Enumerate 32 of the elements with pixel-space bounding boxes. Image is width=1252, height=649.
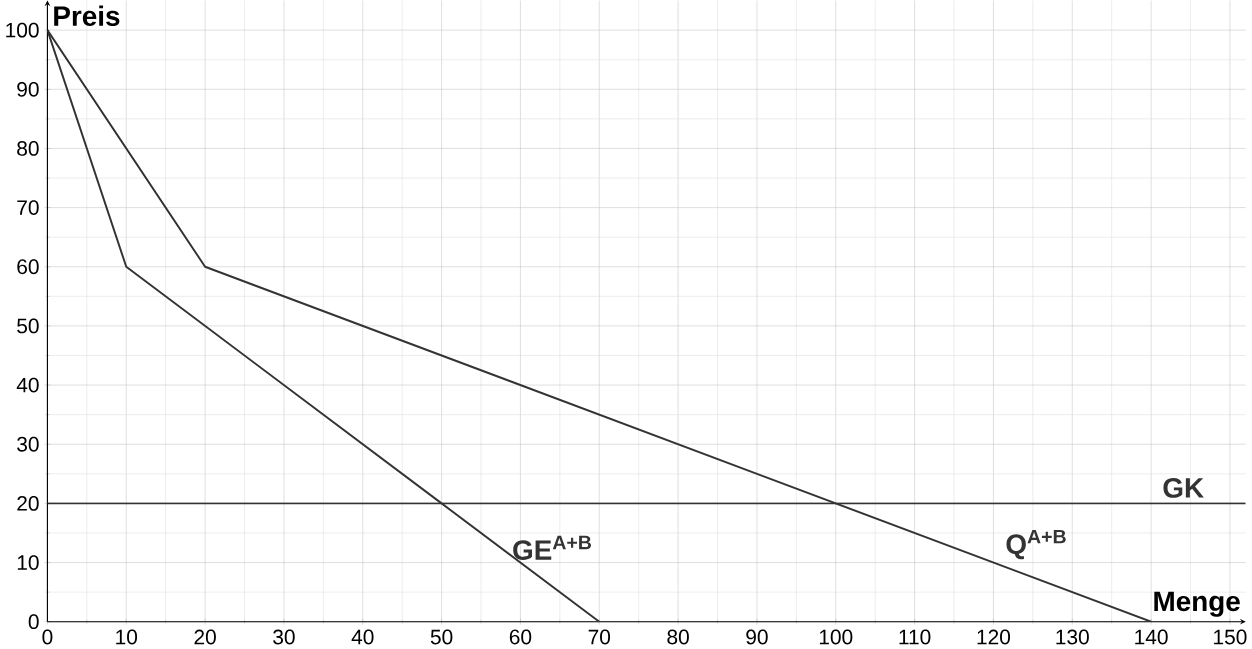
ref-line-label: GK [1163, 478, 1204, 498]
y-tick-label: 80 [17, 141, 39, 156]
x-tick-label: 0 [42, 629, 53, 645]
y-tick-label: 10 [17, 555, 39, 570]
x-tick-label: 130 [1056, 629, 1089, 645]
x-tick-label: 60 [509, 629, 532, 645]
y-tick-label: 100 [6, 22, 39, 38]
series-label: Q$^{A+B}$ [1006, 529, 1066, 560]
x-tick-label: 140 [1135, 629, 1168, 645]
y-tick-label: 60 [17, 259, 39, 275]
series-label: GE$^{A+B}$ [513, 535, 592, 560]
x-tick-label: 10 [116, 629, 138, 645]
x-tick-label: 90 [746, 629, 768, 645]
x-tick-label: 40 [351, 629, 374, 645]
y-tick-label: 30 [17, 436, 39, 452]
x-tick-label: 100 [819, 629, 853, 645]
x-tick-label: 70 [588, 629, 611, 645]
y-tick-label: 40 [16, 377, 39, 393]
x-tick-label: 120 [977, 629, 1011, 645]
y-axis-title: Preis [54, 5, 120, 26]
y-tick-label: 20 [17, 495, 39, 511]
y-tick-label: 0 [28, 614, 39, 630]
x-tick-label: 150 [1214, 629, 1247, 645]
y-tick-label: 70 [17, 200, 39, 215]
y-tick-label: 50 [17, 318, 39, 334]
x-tick-label: 80 [667, 629, 689, 645]
x-tick-label: 50 [430, 629, 453, 645]
x-tick-label: 30 [273, 629, 295, 645]
x-axis-title: Menge [1154, 591, 1240, 617]
x-tick-label: 110 [899, 629, 931, 645]
y-tick-label: 90 [17, 81, 39, 97]
x-tick-label: 20 [194, 629, 216, 645]
